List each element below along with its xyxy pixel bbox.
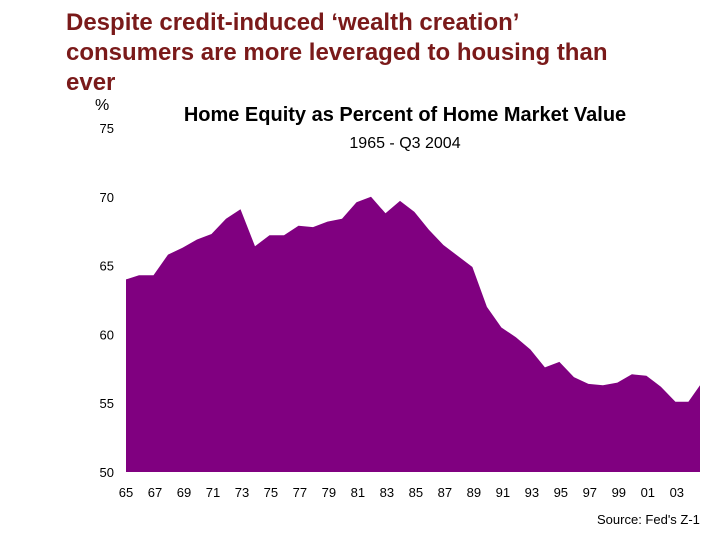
y-tick-label: 65 xyxy=(100,259,114,274)
x-tick-label: 97 xyxy=(583,485,597,500)
x-tick-label: 03 xyxy=(670,485,684,500)
x-tick-label: 99 xyxy=(612,485,626,500)
y-tick-label: 75 xyxy=(100,121,114,136)
x-tick-label: 77 xyxy=(293,485,307,500)
x-tick-label: 65 xyxy=(119,485,133,500)
x-tick-label: 69 xyxy=(177,485,191,500)
x-tick-label: 85 xyxy=(409,485,423,500)
y-tick-label: 70 xyxy=(100,190,114,205)
x-tick-label: 87 xyxy=(438,485,452,500)
y-tick-label: 50 xyxy=(100,465,114,480)
x-tick-label: 71 xyxy=(206,485,220,500)
slide-title: Despite credit-induced ‘wealth creation’… xyxy=(66,8,716,98)
x-tick-label: 89 xyxy=(467,485,481,500)
y-unit-label: % xyxy=(95,97,109,114)
x-tick-label: 91 xyxy=(496,485,510,500)
source-label: Source: Fed's Z-1 xyxy=(597,512,700,527)
x-tick-label: 01 xyxy=(641,485,655,500)
y-tick-label: 55 xyxy=(100,396,114,411)
x-tick-labels: 65 67 69 71 73 75 77 79 81 83 85 87 89 91 93 95 97 99 01 03 xyxy=(119,485,684,500)
y-tick-label: 60 xyxy=(100,327,114,342)
chart-subtitle: 1965 - Q3 2004 xyxy=(349,135,460,152)
x-tick-label: 93 xyxy=(525,485,539,500)
x-tick-label: 73 xyxy=(235,485,249,500)
x-tick-label: 75 xyxy=(264,485,278,500)
slide-title-line-1: Despite credit-induced ‘wealth creation’ xyxy=(66,9,520,36)
x-tick-label: 67 xyxy=(148,485,162,500)
slide-title-line-3: ever xyxy=(66,69,116,96)
y-tick-labels: 50 55 60 65 70 75 xyxy=(100,121,114,480)
x-tick-label: 95 xyxy=(554,485,568,500)
x-tick-label: 83 xyxy=(380,485,394,500)
x-tick-label: 79 xyxy=(322,485,336,500)
chart-title: Home Equity as Percent of Home Market Va… xyxy=(184,104,626,126)
equity-area xyxy=(126,196,700,473)
slide-title-line-2: consumers are more leveraged to housing … xyxy=(66,39,608,66)
x-tick-label: 81 xyxy=(351,485,365,500)
